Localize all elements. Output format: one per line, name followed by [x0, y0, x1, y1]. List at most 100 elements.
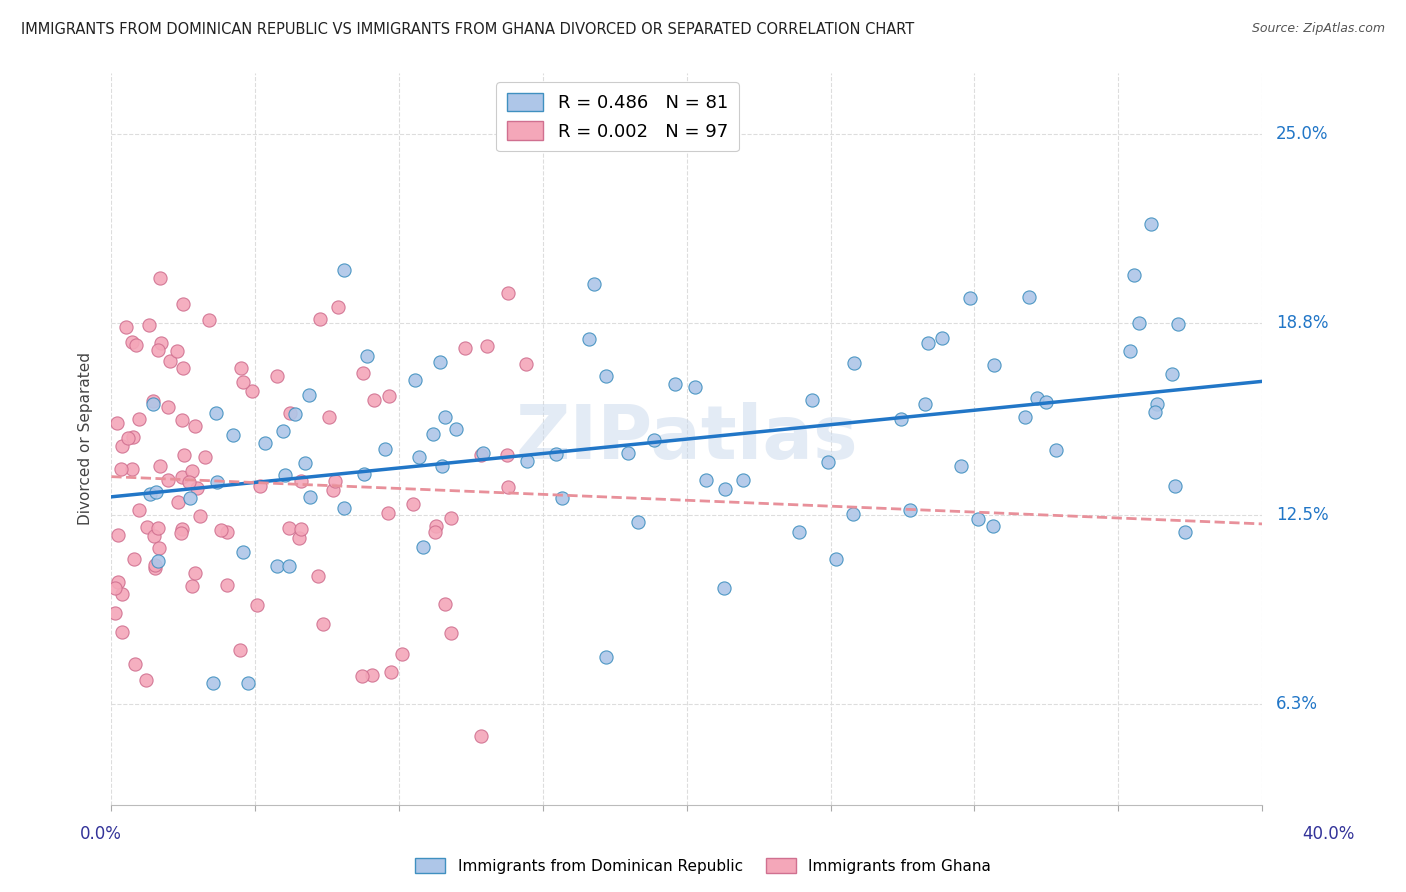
Point	[1174, 525, 1197, 540]
Point	[104, 582, 127, 596]
Point	[156, 473, 179, 487]
Point	[378, 389, 401, 403]
Point	[179, 475, 201, 490]
Point	[429, 355, 451, 369]
Point	[1122, 268, 1144, 282]
Text: 18.8%: 18.8%	[1275, 314, 1329, 332]
Point	[124, 657, 146, 672]
Point	[617, 446, 640, 460]
Point	[148, 541, 170, 556]
Point	[307, 569, 329, 583]
Point	[249, 478, 271, 492]
Point	[278, 406, 301, 420]
Point	[172, 360, 194, 375]
Point	[433, 409, 456, 424]
Point	[842, 508, 865, 522]
Point	[1035, 394, 1057, 409]
Point	[496, 449, 519, 463]
Point	[173, 449, 195, 463]
Point	[1167, 317, 1189, 331]
Point	[402, 497, 425, 511]
Point	[222, 427, 245, 442]
Point	[1014, 409, 1036, 424]
Point	[440, 511, 463, 525]
Point	[180, 579, 202, 593]
Point	[1140, 217, 1163, 231]
Point	[404, 373, 426, 387]
Text: ZIPatlas: ZIPatlas	[516, 402, 858, 475]
Point	[318, 410, 340, 425]
Point	[139, 487, 162, 501]
Point	[278, 521, 301, 535]
Text: 6.3%: 6.3%	[1275, 695, 1317, 713]
Point	[125, 338, 148, 352]
Point	[931, 331, 953, 345]
Point	[232, 376, 254, 390]
Point	[1144, 405, 1167, 419]
Point	[149, 459, 172, 474]
Point	[215, 578, 238, 592]
Point	[391, 647, 413, 661]
Point	[470, 729, 492, 743]
Point	[1128, 316, 1150, 330]
Point	[121, 430, 143, 444]
Point	[146, 554, 169, 568]
Point	[842, 356, 865, 370]
Point	[146, 343, 169, 357]
Point	[278, 558, 301, 573]
Point	[890, 411, 912, 425]
Point	[122, 552, 145, 566]
Point	[145, 558, 167, 572]
Point	[1161, 367, 1184, 381]
Point	[121, 334, 143, 349]
Point	[695, 473, 717, 487]
Point	[110, 461, 132, 475]
Point	[425, 518, 447, 533]
Point	[434, 597, 457, 611]
Point	[128, 503, 150, 517]
Point	[713, 581, 735, 595]
Point	[914, 397, 936, 411]
Y-axis label: Divorced or Separated: Divorced or Separated	[79, 352, 93, 525]
Point	[266, 559, 288, 574]
Text: 25.0%: 25.0%	[1275, 125, 1329, 143]
Legend: Immigrants from Dominican Republic, Immigrants from Ghana: Immigrants from Dominican Republic, Immi…	[409, 852, 997, 880]
Point	[170, 526, 193, 541]
Point	[380, 665, 402, 679]
Point	[142, 397, 165, 411]
Point	[105, 416, 128, 430]
Point	[284, 407, 307, 421]
Point	[898, 503, 921, 517]
Point	[959, 291, 981, 305]
Point	[179, 491, 201, 506]
Point	[172, 412, 194, 426]
Point	[188, 508, 211, 523]
Point	[967, 512, 990, 526]
Point	[983, 358, 1005, 372]
Point	[156, 400, 179, 414]
Point	[714, 482, 737, 496]
Point	[322, 483, 344, 498]
Point	[271, 424, 294, 438]
Point	[333, 500, 356, 515]
Point	[352, 669, 374, 683]
Point	[664, 376, 686, 391]
Point	[950, 459, 973, 474]
Point	[425, 525, 447, 540]
Point	[1018, 290, 1040, 304]
Point	[817, 455, 839, 469]
Point	[172, 297, 194, 311]
Point	[801, 392, 824, 407]
Point	[627, 515, 650, 529]
Point	[470, 448, 492, 462]
Point	[496, 286, 519, 301]
Point	[643, 433, 665, 447]
Point	[472, 446, 495, 460]
Point	[238, 675, 260, 690]
Point	[135, 673, 157, 687]
Point	[254, 436, 277, 450]
Point	[240, 384, 263, 398]
Point	[128, 411, 150, 425]
Point	[115, 320, 138, 334]
Point	[917, 335, 939, 350]
